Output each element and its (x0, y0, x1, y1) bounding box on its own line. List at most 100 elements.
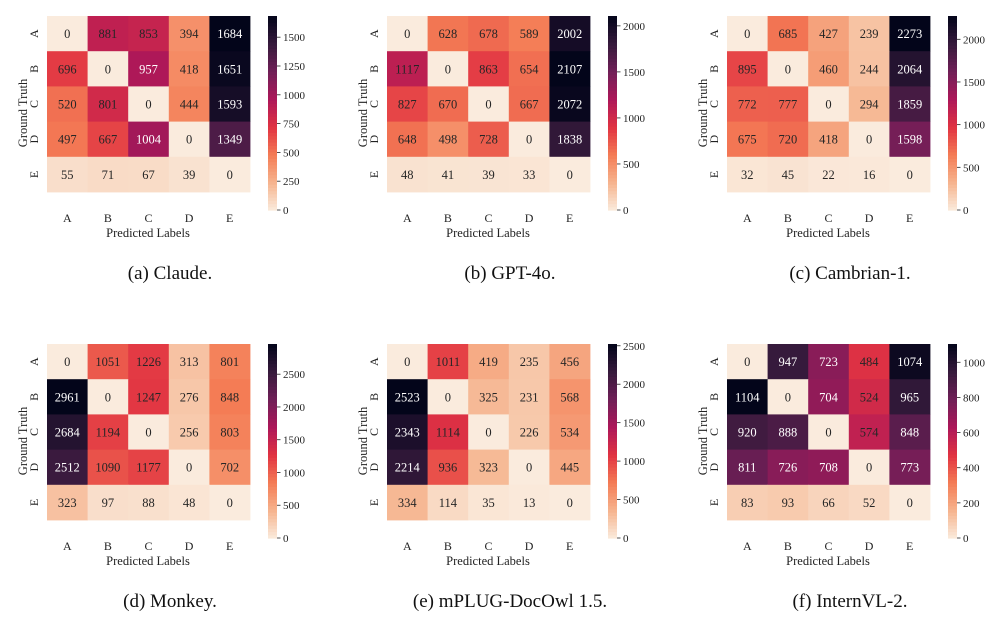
colorbar-slice (948, 369, 957, 374)
colorbar-slice (268, 122, 277, 127)
cell-value-label: 2273 (897, 27, 922, 41)
colorbar-slice (608, 197, 617, 201)
colorbar-slice (948, 116, 957, 121)
colorbar-slice (268, 64, 277, 69)
cell-value-label: 574 (860, 426, 880, 440)
heatmap-cell (767, 379, 809, 415)
colorbar-slice (608, 167, 617, 172)
heatmap-panel-6: 0 947 723 484 1074 1104 0 704 524 965 920 888 0 574 84… (696, 344, 986, 612)
colorbar-tick-label: 1250 (283, 61, 306, 73)
cell-value-label: 1651 (217, 62, 242, 76)
colorbar-slice (268, 434, 277, 439)
colorbar-tick-label: 2500 (623, 341, 646, 353)
colorbar-tick-label: 1500 (623, 418, 646, 430)
colorbar-slice (608, 492, 617, 497)
cell-value-label: 947 (779, 355, 798, 369)
y-tick-label: E (27, 499, 41, 506)
colorbar-slice (268, 61, 277, 66)
cell-value-label: 848 (900, 426, 919, 440)
heatmap-cell (87, 121, 129, 158)
colorbar-slice (948, 508, 957, 513)
colorbar-slice (608, 515, 617, 520)
colorbar-slice (268, 148, 277, 153)
heatmap-cell (767, 156, 809, 193)
colorbar-slice (268, 145, 277, 150)
heatmap-cell (87, 484, 129, 521)
cell-value-label: 667 (520, 98, 539, 112)
colorbar-slice (268, 437, 277, 442)
colorbar-slice (608, 93, 617, 98)
colorbar-slice (268, 80, 277, 85)
y-tick-label: A (27, 357, 41, 366)
colorbar-slice (268, 58, 277, 62)
colorbar-slice (948, 447, 957, 452)
y-tick-label: D (707, 463, 721, 472)
colorbar-slice (608, 158, 617, 163)
colorbar-slice (608, 486, 617, 491)
colorbar-slice (608, 96, 617, 101)
heatmap-cell (549, 51, 591, 87)
colorbar-slice (268, 129, 277, 133)
colorbar-slice (268, 190, 277, 195)
heatmap-cell (209, 484, 251, 521)
colorbar-slice (948, 148, 957, 153)
cell-value-label: 773 (900, 461, 919, 475)
cell-value-label: 325 (479, 390, 498, 404)
colorbar-slice (948, 96, 957, 101)
colorbar-slice (608, 476, 617, 481)
heatmap-panel-4: 0 1051 1226 313 801 2961 0 1247 276 848 2684 1194 0 2… (16, 344, 306, 612)
colorbar-slice (268, 353, 277, 358)
cell-value-label: 0 (227, 168, 233, 182)
colorbar-slice (948, 379, 957, 384)
heatmap-cell (47, 449, 88, 486)
colorbar-slice (608, 80, 617, 85)
colorbar-tick-label: 750 (283, 119, 300, 131)
x-tick-label: B (444, 211, 452, 225)
cell-value-label: 1226 (136, 355, 161, 369)
colorbar-slice (948, 145, 957, 150)
heatmap-cell (47, 344, 88, 380)
colorbar-slice (948, 521, 957, 526)
cell-value-label: 226 (520, 426, 539, 440)
y-tick-label: C (27, 428, 41, 436)
cell-value-label: 35 (482, 496, 495, 510)
colorbar-slice (608, 180, 617, 185)
colorbar-slice (268, 22, 277, 27)
colorbar-slice (948, 87, 957, 91)
colorbar-slice (608, 45, 617, 49)
colorbar-slice (608, 109, 617, 114)
colorbar-slice (268, 470, 277, 474)
cell-value-label: 313 (180, 355, 199, 369)
colorbar-slice (948, 109, 957, 114)
cell-value-label: 0 (145, 98, 151, 112)
colorbar-tick-label: 200 (963, 498, 980, 510)
colorbar-slice (608, 369, 617, 374)
cell-value-label: 1051 (95, 355, 120, 369)
colorbar-slice (268, 411, 277, 416)
colorbar-slice (948, 22, 957, 27)
cell-value-label: 801 (99, 98, 118, 112)
heatmap-cell (889, 51, 931, 87)
colorbar-slice (608, 19, 617, 24)
cell-value-label: 848 (220, 390, 239, 404)
heatmap-cell (727, 156, 768, 193)
colorbar-slice (948, 408, 957, 413)
colorbar-slice (268, 109, 277, 114)
heatmap-cell (209, 121, 251, 158)
colorbar-slice (948, 174, 957, 179)
cell-value-label: 0 (105, 62, 111, 76)
colorbar-tick-label: 0 (623, 533, 629, 545)
colorbar-slice (268, 534, 277, 539)
colorbar-slice (268, 125, 277, 130)
colorbar-slice (608, 505, 617, 510)
colorbar-slice (608, 35, 617, 40)
colorbar-tick-label: 400 (963, 463, 980, 475)
colorbar-slice (608, 453, 617, 458)
colorbar-slice (948, 505, 957, 510)
colorbar-slice (948, 360, 957, 364)
cell-value-label: 460 (819, 62, 838, 76)
colorbar-slice (948, 392, 957, 397)
heatmap-cell (128, 86, 170, 122)
colorbar-slice (948, 499, 957, 504)
panel-caption: (f) InternVL-2. (792, 591, 907, 612)
